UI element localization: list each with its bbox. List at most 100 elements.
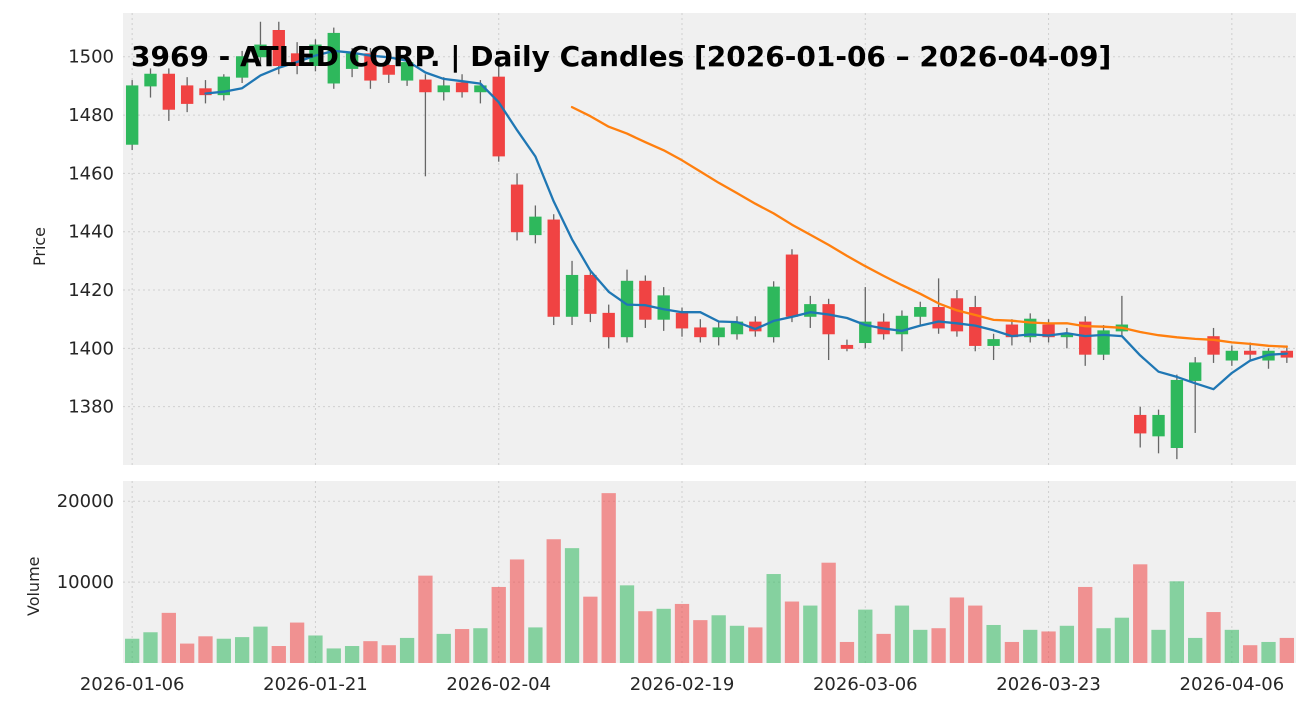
candle-body	[125, 85, 139, 145]
candle-body	[840, 344, 854, 349]
volume-bar	[399, 637, 415, 663]
candle-body	[419, 79, 432, 93]
volume-bar	[509, 559, 525, 663]
volume-bar	[674, 603, 690, 663]
candle-body	[254, 44, 267, 58]
candle-body	[565, 274, 579, 317]
x-tick-label: 2026-02-19	[630, 674, 735, 695]
candle-body	[895, 315, 909, 335]
volume-bar	[454, 629, 470, 663]
volume-bar	[234, 637, 250, 663]
candle-body	[1024, 318, 1037, 338]
candle-body	[1170, 379, 1184, 449]
volume-bar	[1151, 629, 1166, 663]
candle-body	[1079, 321, 1092, 355]
candle-body	[547, 219, 560, 317]
volume-bar	[949, 597, 965, 663]
x-tick-label: 2026-01-06	[80, 674, 185, 695]
volume-bar	[1279, 637, 1294, 663]
volume-bar	[253, 626, 268, 663]
price-plot-background	[123, 13, 1296, 465]
volume-bar	[729, 625, 745, 663]
volume-bar	[198, 636, 213, 663]
candle-body	[584, 274, 597, 314]
volume-bar	[1059, 625, 1075, 663]
volume-bar	[491, 586, 506, 663]
candle-body	[217, 76, 230, 96]
volume-bar	[1078, 586, 1093, 663]
chart-title: 3969 - ATLED CORP. | Daily Candles [2026…	[131, 40, 1112, 73]
volume-bar	[1041, 631, 1056, 663]
volume-bar	[436, 633, 451, 663]
volume-bar	[1169, 581, 1185, 663]
volume-bar	[693, 620, 708, 663]
candle-body	[950, 298, 964, 332]
volume-bar	[308, 635, 323, 663]
candle-body	[510, 184, 524, 233]
candle-body	[675, 312, 689, 329]
volume-bar	[363, 641, 378, 663]
volume-bar	[1133, 564, 1148, 663]
volume-bar	[986, 624, 1001, 663]
candle-body	[712, 327, 725, 338]
candle-body	[1134, 414, 1147, 434]
volume-bar	[913, 629, 928, 663]
candle-body	[804, 304, 817, 317]
candle-body	[162, 73, 176, 110]
candle-body	[199, 88, 212, 96]
candle-body	[492, 76, 505, 157]
candle-body	[455, 82, 469, 93]
volume-bar	[1023, 629, 1038, 663]
x-tick-label: 2026-03-06	[813, 674, 918, 695]
volume-bar	[344, 646, 360, 663]
volume-bar	[748, 627, 763, 663]
volume-bar	[418, 575, 433, 663]
volume-bar	[1096, 628, 1111, 663]
volume-bar	[711, 615, 726, 663]
price-tick-label: 1440	[68, 222, 114, 243]
volume-bar	[326, 648, 341, 663]
candle-body	[1042, 324, 1055, 338]
volume-bar	[1224, 629, 1239, 663]
volume-bar	[1188, 637, 1203, 663]
candle-body	[859, 321, 872, 344]
volume-bar	[180, 643, 195, 663]
price-tick-label: 1500	[68, 47, 114, 68]
volume-bar	[381, 645, 396, 663]
ma-short-line	[204, 49, 1288, 391]
volume-bar	[601, 493, 616, 663]
candle-body	[235, 56, 249, 78]
candle-body	[382, 64, 395, 75]
candle-body	[1152, 414, 1165, 437]
volume-bar	[564, 548, 580, 663]
volume-bar	[216, 638, 231, 663]
volume-bar	[839, 641, 855, 663]
candle-body	[620, 280, 634, 338]
candle-body	[272, 29, 285, 66]
volume-bar	[1004, 641, 1020, 663]
candle-body	[785, 254, 799, 317]
candle-body	[1097, 330, 1110, 355]
volume-bar	[766, 574, 781, 663]
volume-tick-label: 10000	[57, 572, 114, 593]
candle-body	[437, 85, 450, 93]
volume-bar	[473, 628, 488, 663]
x-tick-label: 2026-01-21	[263, 674, 368, 695]
candle-body	[602, 312, 615, 338]
x-tick-label: 2026-04-06	[1180, 674, 1285, 695]
volume-bar	[143, 632, 158, 663]
volume-bar	[1243, 645, 1258, 663]
volume-bar	[656, 608, 671, 663]
volume-bar	[271, 646, 286, 663]
volume-bar	[803, 605, 818, 663]
price-axis-label: Price	[30, 226, 49, 266]
volume-bar	[528, 627, 543, 663]
price-tick-label: 1480	[68, 105, 114, 126]
volume-bar	[1114, 617, 1130, 663]
volume-tick-label: 20000	[57, 491, 114, 512]
volume-bar	[125, 638, 140, 663]
candle-body	[144, 73, 157, 87]
candle-body	[529, 216, 542, 236]
volume-bar	[784, 601, 800, 663]
